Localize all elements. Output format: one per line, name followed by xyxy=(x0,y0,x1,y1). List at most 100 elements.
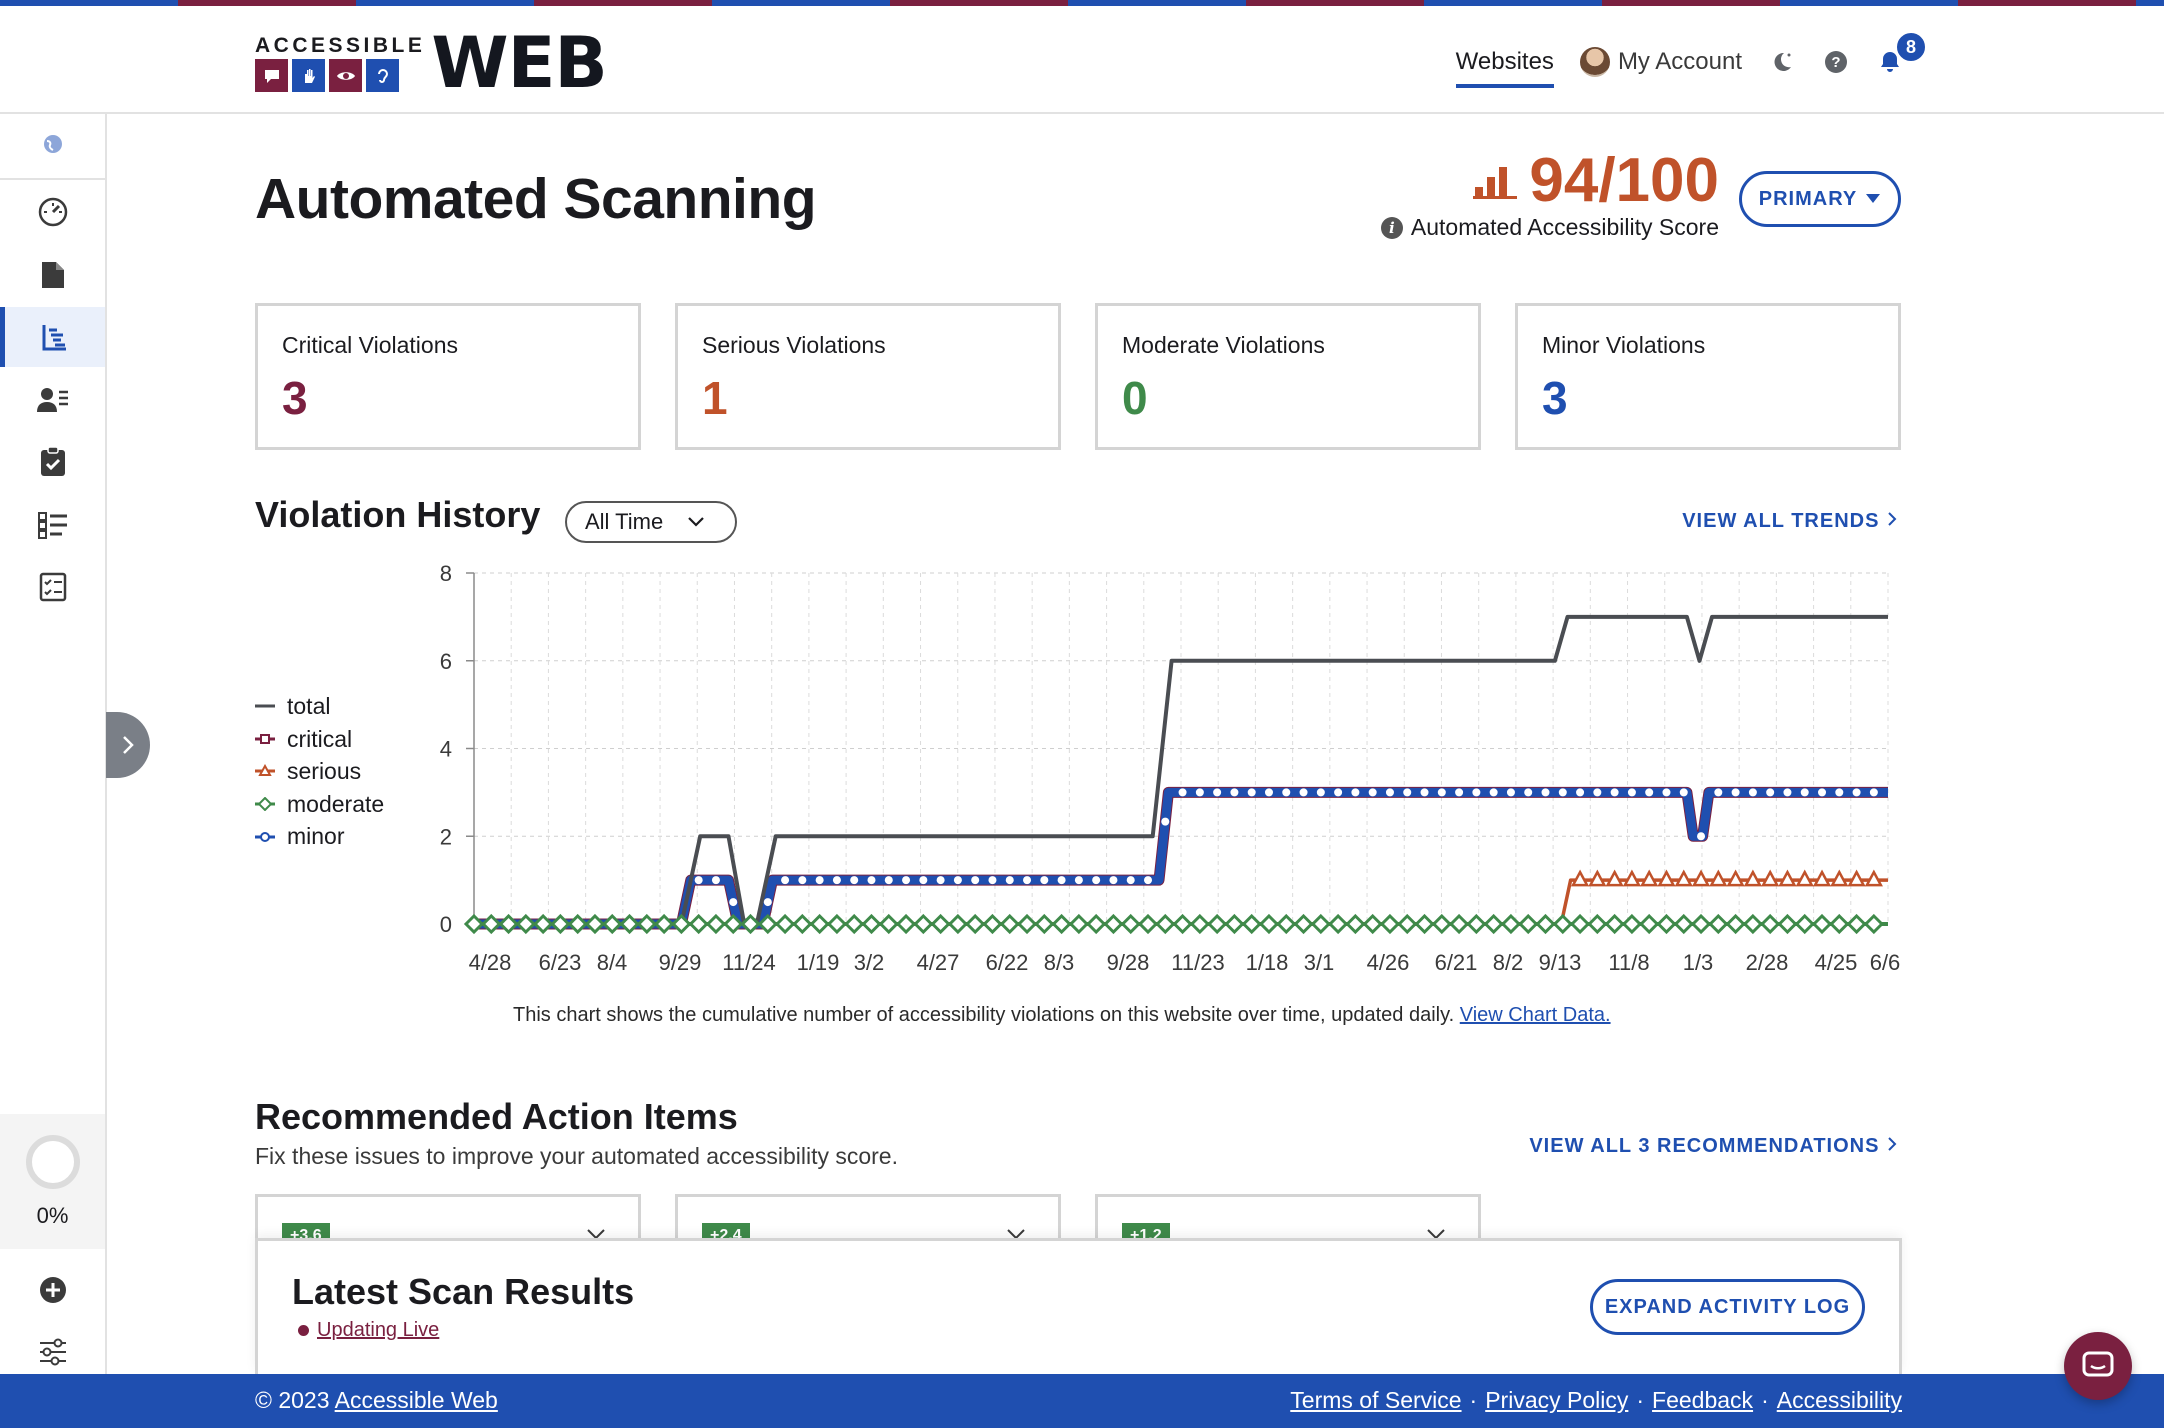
eye-icon xyxy=(329,59,362,92)
data-point-moderate xyxy=(930,913,951,935)
data-point-minor xyxy=(1040,876,1049,885)
sidebar-item-documents[interactable] xyxy=(0,245,105,305)
data-point-minor xyxy=(1800,788,1809,797)
view-chart-data-link[interactable]: View Chart Data. xyxy=(1459,1004,1611,1026)
data-point-serious xyxy=(1622,869,1642,887)
data-point-moderate xyxy=(757,913,778,935)
sidebar-expand-button[interactable] xyxy=(106,712,150,778)
legend-item[interactable]: serious xyxy=(255,755,384,788)
data-point-minor xyxy=(1472,788,1481,797)
feedback-link[interactable]: Feedback xyxy=(1652,1387,1754,1413)
data-point-moderate xyxy=(1760,913,1781,935)
data-point-moderate xyxy=(1621,913,1643,935)
x-tick-label: 11/24 xyxy=(722,950,775,975)
x-tick-label: 11/8 xyxy=(1608,950,1649,975)
data-point-moderate xyxy=(1725,913,1746,935)
data-point-moderate xyxy=(1448,913,1470,935)
footer: © 2023 Accessible Web Terms of Service ·… xyxy=(0,1374,2164,1428)
footer-separator: · xyxy=(1761,1387,1769,1413)
x-tick-label: 4/26 xyxy=(1367,950,1410,975)
footer-brand-link[interactable]: Accessible Web xyxy=(334,1387,498,1413)
info-icon[interactable]: i xyxy=(1380,216,1403,239)
legend-item[interactable]: critical xyxy=(255,723,384,756)
sidebar-item-automated-scanning[interactable] xyxy=(0,307,105,367)
score-value: 94/100 xyxy=(1529,146,1719,215)
stat-value: 0 xyxy=(1122,372,1148,424)
updating-live-link[interactable]: Updating Live xyxy=(317,1319,440,1341)
updating-live-status: Updating Live xyxy=(298,1319,439,1342)
data-point-moderate xyxy=(1863,913,1884,935)
chart-caption: This chart shows the cumulative number o… xyxy=(513,1004,1611,1027)
sidebar-item-clipboard[interactable] xyxy=(0,432,105,492)
footer-links: Terms of Service · Privacy Policy · Feed… xyxy=(1290,1387,1902,1414)
view-all-recommendations-link[interactable]: VIEW ALL 3 RECOMMENDATIONS xyxy=(1529,1135,1898,1158)
data-point-minor xyxy=(1679,788,1688,797)
help-icon[interactable]: ? xyxy=(1822,48,1850,76)
notifications-bell-icon[interactable]: 8 xyxy=(1876,30,1928,76)
nav-websites[interactable]: Websites xyxy=(1455,48,1554,88)
view-all-trends-link[interactable]: VIEW ALL TRENDS xyxy=(1682,510,1898,533)
score-label: Automated Accessibility Score xyxy=(1410,214,1719,240)
x-tick-label: 4/28 xyxy=(469,950,512,975)
sidebar-progress: 0% xyxy=(0,1114,105,1249)
ear-icon xyxy=(366,59,399,92)
data-point-moderate xyxy=(1535,913,1556,935)
brand-logo[interactable]: ACCESSIBLE WEB xyxy=(255,28,608,98)
accessibility-link[interactable]: Accessibility xyxy=(1776,1387,1902,1413)
data-point-serious xyxy=(1743,869,1762,887)
sidebar-item-website[interactable] xyxy=(0,114,105,174)
sidebar-item-add[interactable] xyxy=(0,1260,105,1320)
data-point-minor xyxy=(1161,817,1170,826)
sidebar-item-checklist[interactable] xyxy=(0,495,105,555)
chat-launcher-button[interactable] xyxy=(2064,1332,2132,1400)
privacy-link[interactable]: Privacy Policy xyxy=(1485,1387,1629,1413)
data-point-moderate xyxy=(653,913,675,935)
caret-down-icon xyxy=(1866,194,1881,203)
task-list-icon xyxy=(39,572,66,602)
data-point-minor xyxy=(1731,788,1740,797)
sidebar-item-users[interactable] xyxy=(0,370,105,430)
legend-item[interactable]: total xyxy=(255,690,384,723)
data-point-moderate xyxy=(1362,913,1383,935)
dark-mode-icon[interactable] xyxy=(1768,48,1796,76)
data-point-moderate xyxy=(1846,913,1867,935)
view-all-recommendations-label: VIEW ALL 3 RECOMMENDATIONS xyxy=(1529,1135,1880,1157)
data-point-moderate xyxy=(1068,913,1090,935)
data-point-minor xyxy=(1818,788,1827,797)
site-selector-dropdown[interactable]: PRIMARY xyxy=(1739,171,1901,227)
data-point-minor xyxy=(1506,788,1515,797)
sidebar-item-dashboard[interactable] xyxy=(0,182,105,242)
data-point-serious xyxy=(1847,869,1866,887)
terms-link[interactable]: Terms of Service xyxy=(1290,1387,1462,1413)
x-tick-label: 3/2 xyxy=(854,950,885,975)
data-point-moderate xyxy=(1690,913,1712,935)
legend-label: critical xyxy=(287,725,353,752)
notification-count-badge: 8 xyxy=(1894,30,1928,64)
sidebar-item-tasks[interactable] xyxy=(0,557,105,617)
stat-label: Serious Violations xyxy=(702,332,886,358)
data-point-minor xyxy=(608,920,617,928)
x-tick-label: 8/2 xyxy=(1493,950,1524,975)
stat-value: 1 xyxy=(702,372,728,424)
data-point-minor xyxy=(919,876,928,885)
data-point-moderate xyxy=(1327,913,1349,935)
progress-ring xyxy=(25,1134,80,1189)
legend-item[interactable]: moderate xyxy=(255,788,384,821)
nav-my-account[interactable]: My Account xyxy=(1579,47,1742,77)
scan-list-icon xyxy=(42,325,66,351)
data-point-minor xyxy=(1316,788,1325,797)
legend-item[interactable]: minor xyxy=(255,820,384,853)
legend-marker-critical xyxy=(255,733,275,744)
data-point-minor xyxy=(798,876,807,885)
data-point-serious xyxy=(1691,869,1711,887)
time-range-select[interactable]: All Time xyxy=(565,501,737,543)
sidebar-item-settings[interactable] xyxy=(0,1322,105,1382)
data-point-moderate xyxy=(550,913,571,935)
data-point-minor xyxy=(1437,788,1446,797)
expand-activity-log-button[interactable]: EXPAND ACTIVITY LOG xyxy=(1590,1279,1865,1335)
x-tick-label: 4/27 xyxy=(917,950,960,975)
series-line-total xyxy=(474,614,1888,926)
data-point-serious xyxy=(1570,869,1590,887)
data-point-moderate xyxy=(1431,913,1452,935)
data-point-minor xyxy=(781,876,790,885)
